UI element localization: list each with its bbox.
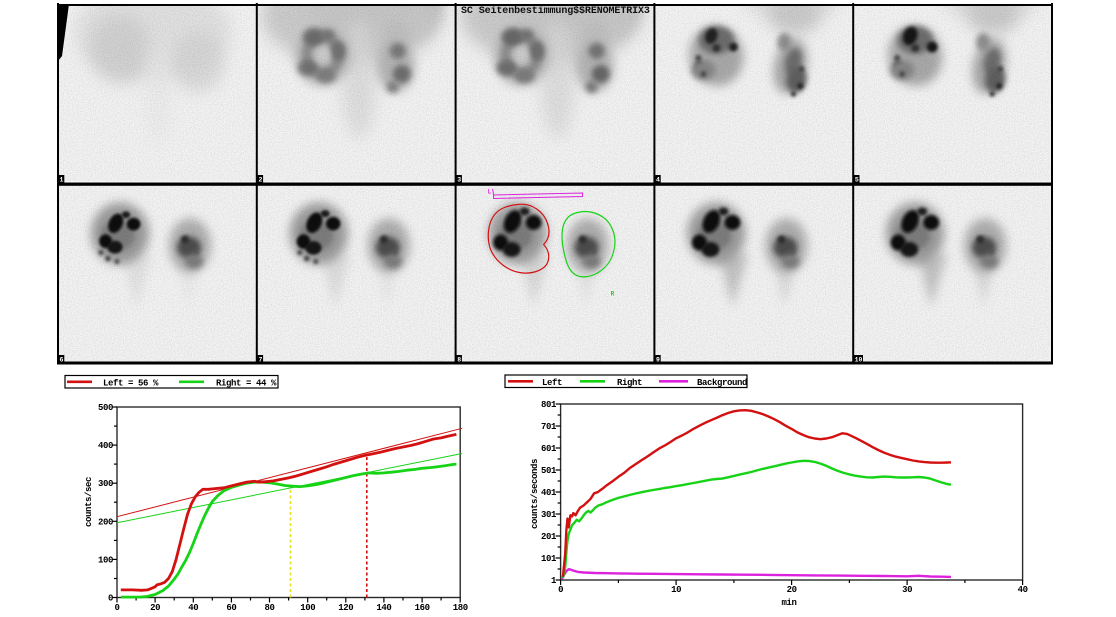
svg-text:30: 30 bbox=[902, 585, 912, 595]
svg-text:Left: Left bbox=[542, 378, 562, 388]
svg-text:min: min bbox=[781, 598, 796, 608]
svg-text:301: 301 bbox=[541, 510, 557, 520]
svg-text:501: 501 bbox=[541, 466, 557, 476]
svg-text:Background: Background bbox=[697, 378, 747, 388]
svg-text:L: L bbox=[488, 189, 492, 196]
svg-text:300: 300 bbox=[98, 479, 113, 489]
svg-text:counts/seconds: counts/seconds bbox=[530, 459, 540, 529]
svg-text:120: 120 bbox=[338, 603, 353, 613]
svg-text:0: 0 bbox=[114, 603, 119, 613]
svg-text:100: 100 bbox=[300, 603, 315, 613]
svg-text:8: 8 bbox=[457, 356, 461, 363]
svg-text:4: 4 bbox=[656, 176, 660, 183]
svg-text:701: 701 bbox=[541, 422, 557, 432]
svg-text:500: 500 bbox=[98, 403, 113, 413]
svg-text:10: 10 bbox=[855, 356, 863, 363]
svg-text:140: 140 bbox=[376, 603, 391, 613]
svg-text:Left = 56 %: Left = 56 % bbox=[103, 379, 159, 389]
svg-text:9: 9 bbox=[656, 356, 660, 363]
svg-text:20: 20 bbox=[787, 585, 797, 595]
svg-text:101: 101 bbox=[541, 554, 557, 564]
svg-text:201: 201 bbox=[541, 532, 557, 542]
svg-text:1: 1 bbox=[60, 176, 64, 183]
svg-text:Right: Right bbox=[617, 378, 642, 388]
svg-text:counts/sec: counts/sec bbox=[84, 477, 94, 527]
svg-text:Right = 44 %: Right = 44 % bbox=[216, 379, 277, 389]
svg-text:400: 400 bbox=[98, 441, 113, 451]
svg-text:2: 2 bbox=[258, 176, 262, 183]
svg-text:180: 180 bbox=[453, 603, 468, 613]
svg-text:5: 5 bbox=[855, 176, 859, 183]
svg-text:160: 160 bbox=[415, 603, 430, 613]
svg-text:6: 6 bbox=[60, 356, 64, 363]
svg-text:200: 200 bbox=[98, 517, 113, 527]
svg-text:80: 80 bbox=[264, 603, 274, 613]
svg-text:7: 7 bbox=[258, 356, 262, 363]
svg-text:10: 10 bbox=[671, 585, 681, 595]
svg-text:60: 60 bbox=[226, 603, 236, 613]
svg-text:401: 401 bbox=[541, 488, 557, 498]
svg-text:1: 1 bbox=[551, 576, 557, 586]
svg-text:40: 40 bbox=[188, 603, 198, 613]
svg-text:601: 601 bbox=[541, 444, 557, 454]
svg-text:3: 3 bbox=[457, 176, 461, 183]
svg-text:40: 40 bbox=[1018, 585, 1028, 595]
svg-text:100: 100 bbox=[98, 555, 113, 565]
svg-text:20: 20 bbox=[150, 603, 160, 613]
svg-text:SC Seitenbestimmung$$RENOMETRI: SC Seitenbestimmung$$RENOMETRIX3 bbox=[461, 5, 650, 17]
svg-text:R: R bbox=[611, 291, 615, 298]
svg-text:0: 0 bbox=[108, 594, 113, 604]
svg-text:0: 0 bbox=[558, 585, 563, 595]
svg-text:801: 801 bbox=[541, 400, 557, 410]
